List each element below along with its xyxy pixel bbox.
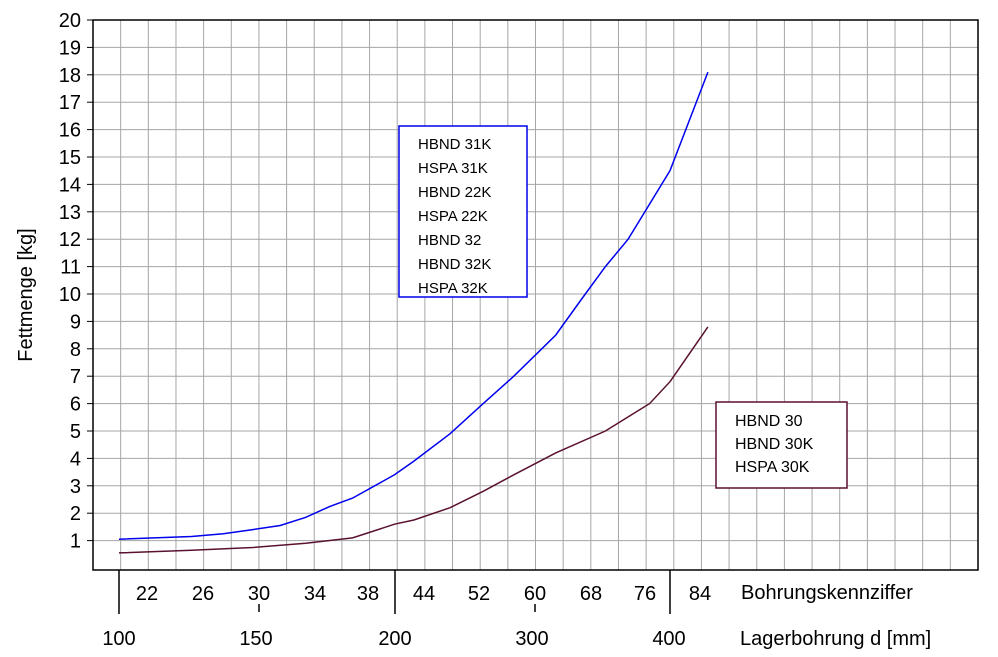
legend-item: HBND 32 [418,232,481,249]
y-tick-label: 8 [70,339,81,361]
legend-item: HSPA 30K [735,459,810,476]
x-axis-1-title: Bohrungskennziffer [741,582,913,604]
y-axis-title: Fettmenge [kg] [15,228,37,361]
y-tick-label: 19 [59,37,81,59]
y-tick-label: 2 [70,503,81,525]
legend-item: HSPA 31K [418,160,488,177]
x-axis-bohrungskennziffer: 22 26 30 34 38 44 52 60 68 76 84 [118,570,711,614]
series-line-1 [118,71,709,540]
x2-tick-label: 200 [378,628,411,650]
legend-item: HBND 30K [735,436,814,453]
legend-item: HBND 32K [418,256,491,273]
legend-item: HBND 30 [735,413,803,430]
x1-tick-label: 84 [689,583,711,605]
plot-area-border [92,19,979,571]
x1-tick-label: 30 [248,583,270,605]
legend-item: HSPA 32K [418,280,488,297]
x1-tick-label: 34 [304,583,326,605]
legend-item: HBND 31K [418,136,491,153]
y-tick-label: 3 [70,476,81,498]
y-tick-label: 4 [70,448,81,470]
x2-tick-label: 150 [239,628,272,650]
legend-item: HBND 22K [418,184,491,201]
y-tick-label: 7 [70,366,81,388]
y-tick-label: 15 [59,147,81,169]
x1-tick-label: 26 [192,583,214,605]
series-lines [118,71,709,554]
y-tick-label: 16 [59,120,81,142]
series-line-2 [118,326,709,554]
x-axis-lagerbohrung: 100 150 200 300 400 [102,628,685,650]
y-tick-label: 9 [70,311,81,333]
legend-red: HBND 30 HBND 30K HSPA 30K [715,401,848,489]
y-tick-label: 12 [59,229,81,251]
x1-tick-label: 76 [634,583,656,605]
y-tick-label: 6 [70,394,81,416]
legend-item: HSPA 22K [418,208,488,225]
x2-tick-label: 100 [102,628,135,650]
y-tick-label: 13 [59,202,81,224]
y-tick-label: 1 [70,531,81,553]
y-tick-label: 11 [60,257,81,279]
x2-tick-label: 300 [515,628,548,650]
x1-tick-label: 52 [468,583,490,605]
y-tick-label: 17 [59,92,81,114]
x1-tick-label: 60 [524,583,546,605]
x1-tick-label: 68 [580,583,602,605]
y-tick-label: 14 [59,174,81,196]
x2-tick-label: 400 [652,628,685,650]
y-tick-label: 5 [70,421,81,443]
y-tick-label: 18 [59,65,81,87]
x1-tick-label: 38 [357,583,379,605]
y-tick-label: 20 [59,10,81,32]
y-tick-label: 10 [59,284,81,306]
legend-blue: HBND 31K HSPA 31K HBND 22K HSPA 22K HBND 32 H… [398,125,528,298]
x-axis-2-title: Lagerbohrung d [mm] [740,628,931,650]
x1-tick-label: 44 [413,583,435,605]
x1-tick-label: 22 [136,583,158,605]
